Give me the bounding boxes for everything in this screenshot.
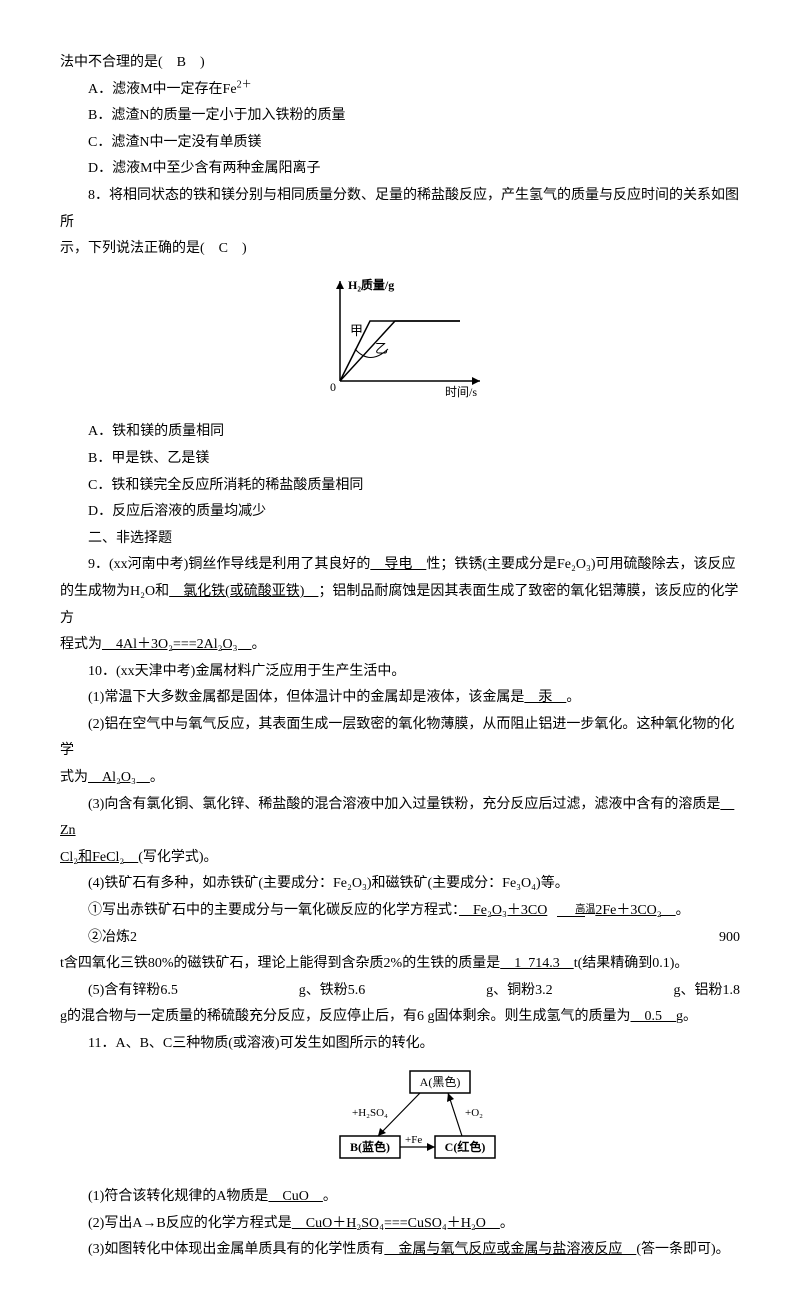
q9-l3a: 程式为 [60, 637, 102, 652]
q10-p2b: 式为 Al₂O₃ 。 [60, 765, 740, 792]
q10-p4-1: ①写出赤铁矿石中的主要成分与一氧化碳反应的化学方程式： Fe₂O₃＋3CO高温2… [60, 898, 740, 925]
q10-p42ans: 1_714.3 [500, 956, 574, 971]
q10-p4-1ans2: 2Fe＋3CO₂ [595, 903, 675, 918]
q10-p5r1: (5)含有锌粉6.5 g、铁粉5.6 g、铜粉3.2 g、铝粉1.8 [60, 978, 740, 1005]
q10-p4-1ans1: Fe₂O₃＋3CO [459, 903, 547, 918]
q11-p1ans: CuO [268, 1189, 322, 1204]
q10-p2c: 。 [150, 770, 164, 785]
q7-a: A．滤液M中一定存在Fe2＋ [60, 77, 740, 104]
q11-p1b: 。 [323, 1189, 337, 1204]
section2: 二、非选择题 [60, 526, 740, 553]
q10-p5ans: 0.5 [631, 1009, 677, 1024]
q11-p3b: (答一条即可)。 [636, 1242, 729, 1257]
q11-p2: (2)写出A→B反应的化学方程式是 CuO＋H₂SO₄===CuSO₄＋H₂O … [60, 1211, 740, 1238]
q10-p5e: g的混合物与一定质量的稀硫酸充分反应，反应停止后，有6 g固体剩余。则生成氢气的… [60, 1009, 631, 1024]
q9-row2: 的生成物为H₂O和 氯化铁(或硫酸亚铁) ；铝制品耐腐蚀是因其表面生成了致密的氧… [60, 579, 740, 632]
q10-p5c: g、铜粉3.2 [458, 978, 553, 1005]
q10-p3: (3)向含有氯化铜、氯化锌、稀盐酸的混合溶液中加入过量铁粉，充分反应后过滤，滤液… [60, 792, 740, 845]
q10-p2: (2)铝在空气中与氧气反应，其表面生成一层致密的氧化物薄膜，从而阻止铝进一步氧化… [60, 712, 740, 765]
q10-p4-1a: ①写出赤铁矿石中的主要成分与一氧化碳反应的化学方程式： [88, 903, 459, 918]
q8-a: A．铁和镁的质量相同 [60, 419, 740, 446]
q9-ans2: 氯化铁(或硫酸亚铁) [169, 584, 318, 599]
q10-p5a: (5)含有锌粉6.5 [60, 978, 178, 1005]
chart-xlabel: 时间/s [445, 385, 477, 399]
node-a: A(黑色) [420, 1075, 461, 1089]
q9-pre: ．(xx河南中考)铜丝作导线是利用了其良好的 [95, 557, 370, 572]
q10-p5r2: g的混合物与一定质量的稀硫酸充分反应，反应停止后，有6 g固体剩余。则生成氢气的… [60, 1004, 740, 1031]
q8-d: D．反应后溶液的质量均减少 [60, 499, 740, 526]
q11-p3ans: 金属与氧气反应或金属与盐溶液反应 [384, 1242, 636, 1257]
q10-p4-cond: 高温 [547, 905, 595, 915]
q8-stem-row2: 示，下列说法正确的是( C ) [60, 236, 740, 263]
q10-p1a: (1)常温下大多数金属都是固体，但体温计中的金属却是液体，该金属是 [88, 690, 524, 705]
q8-stem-row1: 8．将相同状态的铁和镁分别与相同质量分数、足量的稀盐酸反应，产生氢气的质量与反应… [60, 183, 740, 236]
q9-row1: 9．(xx河南中考)铜丝作导线是利用了其良好的 导电 性；铁锈(主要成分是Fe₂… [60, 552, 740, 579]
q9-ans1: 导电 [370, 557, 426, 572]
q10-p4: (4)铁矿石有多种，如赤铁矿(主要成分：Fe₂O₃)和磁铁矿(主要成分：Fe₃O… [60, 871, 740, 898]
q7-d: D．滤液M中至少含有两种金属阳离子 [60, 156, 740, 183]
q9-mid1: 性；铁锈(主要成分是Fe₂O₃)可用硫酸除去，该反应 [426, 557, 735, 572]
q7-a-text: A．滤液M中一定存在Fe [88, 82, 237, 97]
q11-p2ans: CuO＋H₂SO₄===CuSO₄＋H₂O [292, 1216, 500, 1231]
q7-a-sup: 2＋ [237, 79, 252, 90]
q9-row3: 程式为 4Al＋3O₂===2Al₂O₃ 。 [60, 632, 740, 659]
q10-p42a: ②冶炼2 [60, 925, 137, 952]
node-b: B(蓝色) [350, 1139, 390, 1154]
q8-c: C．铁和镁完全反应所消耗的稀盐酸质量相同 [60, 473, 740, 500]
q10-p3l2a: Cl₂和FeCl₂ [60, 850, 138, 865]
q10-p42b: t含四氧化三铁80%的磁铁矿石，理论上能得到含杂质2%的生铁的质量是 [60, 956, 500, 971]
q11-num: 11 [88, 1036, 101, 1051]
q10-p2ans: Al₂O₃ [88, 770, 150, 785]
q11-diagram: A(黑色) B(蓝色) C(红色) +H₂SO₄ +O₂ +Fe [60, 1066, 740, 1177]
q11-p1a: (1)符合该转化规律的A物质是 [88, 1189, 268, 1204]
q11-svg: A(黑色) B(蓝色) C(红色) +H₂SO₄ +O₂ +Fe [290, 1066, 510, 1166]
q8-stem1: ．将相同状态的铁和镁分别与相同质量分数、足量的稀盐酸反应，产生氢气的质量与反应时… [60, 188, 739, 230]
q7-b: B．滤渣N的质量一定小于加入铁粉的质量 [60, 103, 740, 130]
q10-p4-2r2: t含四氧化三铁80%的磁铁矿石，理论上能得到含杂质2%的生铁的质量是 1_714… [60, 951, 740, 978]
q8-num: 8 [88, 188, 95, 203]
q9-l2a: 的生成物为H₂O和 [60, 584, 169, 599]
q8-chart: H₂质量/g 时间/s 0 甲 乙 [60, 271, 740, 412]
q11-p2a: (2)写出A→B反应的化学方程式是 [88, 1216, 292, 1231]
q10-p3l2: Cl₂和FeCl₂ (写化学式)。 [60, 845, 740, 872]
q8-b: B．甲是铁、乙是镁 [60, 446, 740, 473]
q10-p3a: (3)向含有氯化铜、氯化锌、稀盐酸的混合溶液中加入过量铁粉，充分反应后过滤，滤液… [88, 797, 720, 812]
q9-num: 9 [88, 557, 95, 572]
q11-p2b: 。 [500, 1216, 514, 1231]
q7-c: C．滤渣N中一定没有单质镁 [60, 130, 740, 157]
q10-p1ans: 汞 [524, 690, 566, 705]
q10-p42r: 900 [691, 925, 740, 952]
q10-p5f: g。 [676, 1009, 697, 1024]
q10-p4-1b: 。 [676, 903, 690, 918]
chart-l1: 甲 [350, 323, 363, 338]
edge-fe: +Fe [405, 1134, 422, 1146]
q10-stemtxt: ．(xx天津中考)金属材料广泛应用于生产生活中。 [102, 664, 405, 679]
q10-stem: 10．(xx天津中考)金属材料广泛应用于生产生活中。 [60, 659, 740, 686]
q9-ans3: 4Al＋3O₂===2Al₂O₃ [102, 637, 252, 652]
edge-o2: +O₂ [465, 1107, 483, 1119]
node-c: C(红色) [445, 1139, 486, 1154]
q7-stem: 法中不合理的是( B ) [60, 50, 740, 77]
chart-ylabel: H₂质量/g [348, 277, 394, 292]
q11-stem: 11．A、B、C三种物质(或溶液)可发生如图所示的转化。 [60, 1031, 740, 1058]
q10-p1b: 。 [566, 690, 580, 705]
q10-p42c: t(结果精确到0.1)。 [574, 956, 689, 971]
edge-h2so4: +H₂SO₄ [352, 1107, 388, 1119]
q10-p3b: (写化学式)。 [138, 850, 217, 865]
q10-num: 10 [88, 664, 102, 679]
q10-p4-2r1: ②冶炼2 900 [60, 925, 740, 952]
q11-p1: (1)符合该转化规律的A物质是 CuO 。 [60, 1184, 740, 1211]
q9-l3b: 。 [252, 637, 266, 652]
q11-stemtxt: ．A、B、C三种物质(或溶液)可发生如图所示的转化。 [101, 1036, 433, 1051]
q8-chart-svg: H₂质量/g 时间/s 0 甲 乙 [300, 271, 500, 401]
q11-p3a: (3)如图转化中体现出金属单质具有的化学性质有 [88, 1242, 384, 1257]
q10-p1: (1)常温下大多数金属都是固体，但体温计中的金属却是液体，该金属是 汞 。 [60, 685, 740, 712]
q11-p3: (3)如图转化中体现出金属单质具有的化学性质有 金属与氧气反应或金属与盐溶液反应… [60, 1237, 740, 1264]
eq-cond: 高温 [547, 905, 595, 917]
q10-p5d: g、铝粉1.8 [646, 978, 741, 1005]
q10-p5b: g、铁粉5.6 [271, 978, 366, 1005]
q10-p2b-t: 式为 [60, 770, 88, 785]
chart-origin: 0 [330, 380, 336, 394]
